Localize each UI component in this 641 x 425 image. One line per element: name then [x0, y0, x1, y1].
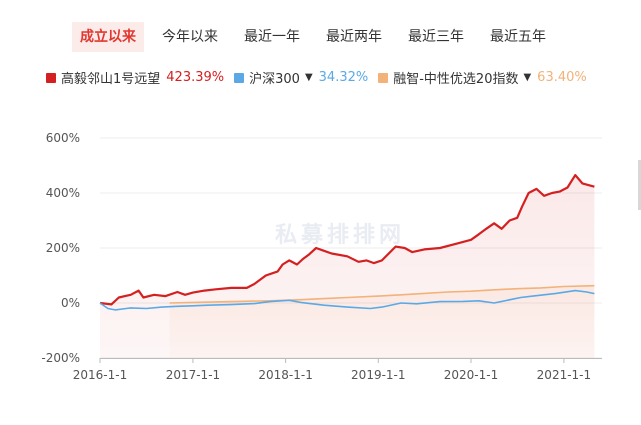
scrollbar-thumb[interactable] — [638, 160, 641, 210]
tab-ytd[interactable]: 今年以来 — [162, 29, 218, 45]
series-line-2 — [169, 284, 595, 304]
legend-swatch-csi300 — [234, 72, 245, 83]
y-tick-label: 0% — [61, 296, 80, 310]
legend-label-neutral-index: 融智-中性优选20指数 — [393, 72, 519, 87]
y-tick-label: 600% — [46, 131, 80, 145]
series-line-0 — [99, 174, 595, 306]
legend-swatch-neutral-index — [378, 72, 389, 83]
x-tick-label: 2019-1-1 — [351, 368, 405, 382]
legend-value-neutral-index: 63.40% — [537, 70, 587, 85]
y-tick-label: 200% — [46, 241, 80, 255]
tab-5-years[interactable]: 最近五年 — [490, 29, 546, 45]
legend-label-csi300: 沪深300 — [249, 72, 300, 87]
legend-label-fund: 高毅邻山1号远望 — [61, 72, 161, 87]
dropdown-caret-icon[interactable]: ▼ — [304, 72, 313, 83]
x-tick-label: 2021-1-1 — [537, 368, 591, 382]
x-tick-label: 2018-1-1 — [258, 368, 312, 382]
legend-value-csi300: 34.32% — [318, 70, 369, 85]
legend-swatch-fund — [46, 72, 56, 83]
watermark-text: 私募排排网 — [275, 223, 405, 248]
period-tabs: 成立以来 今年以来 最近一年 最近两年 最近三年 最近五年 — [72, 22, 564, 52]
y-tick-label: 400% — [46, 186, 80, 200]
chart-legend: 高毅邻山1号远望 423.39% 沪深300 ▼ 34.32% 融智-中性优选2… — [46, 68, 597, 87]
x-tick-label: 2016-1-1 — [73, 368, 127, 382]
x-axis: 2016-1-1 2017-1-1 2018-1-1 2019-1-1 2020-1-1… — [73, 358, 602, 382]
legend-item-neutral-index[interactable]: 融智-中性优选20指数 ▼ 63.40% — [378, 68, 587, 87]
dropdown-caret-icon[interactable]: ▼ — [523, 72, 532, 83]
series-area-0 — [100, 175, 595, 358]
legend-item-csi300[interactable]: 沪深300 ▼ 34.32% — [234, 68, 368, 87]
tab-2-years[interactable]: 最近两年 — [326, 29, 382, 45]
y-axis: 600% 400% 200% 0% -200% — [41, 131, 80, 365]
legend-item-fund[interactable]: 高毅邻山1号远望 423.39% — [46, 68, 224, 87]
x-tick-label: 2017-1-1 — [166, 368, 220, 382]
legend-value-fund: 423.39% — [166, 70, 225, 85]
x-tick-label: 2020-1-1 — [444, 368, 498, 382]
series-line-1 — [99, 289, 595, 311]
tab-1-year[interactable]: 最近一年 — [244, 29, 300, 45]
tab-since-inception[interactable]: 成立以来 — [72, 22, 144, 52]
y-tick-label: -200% — [41, 351, 80, 365]
chart-series — [99, 174, 595, 358]
tab-3-years[interactable]: 最近三年 — [408, 29, 464, 45]
